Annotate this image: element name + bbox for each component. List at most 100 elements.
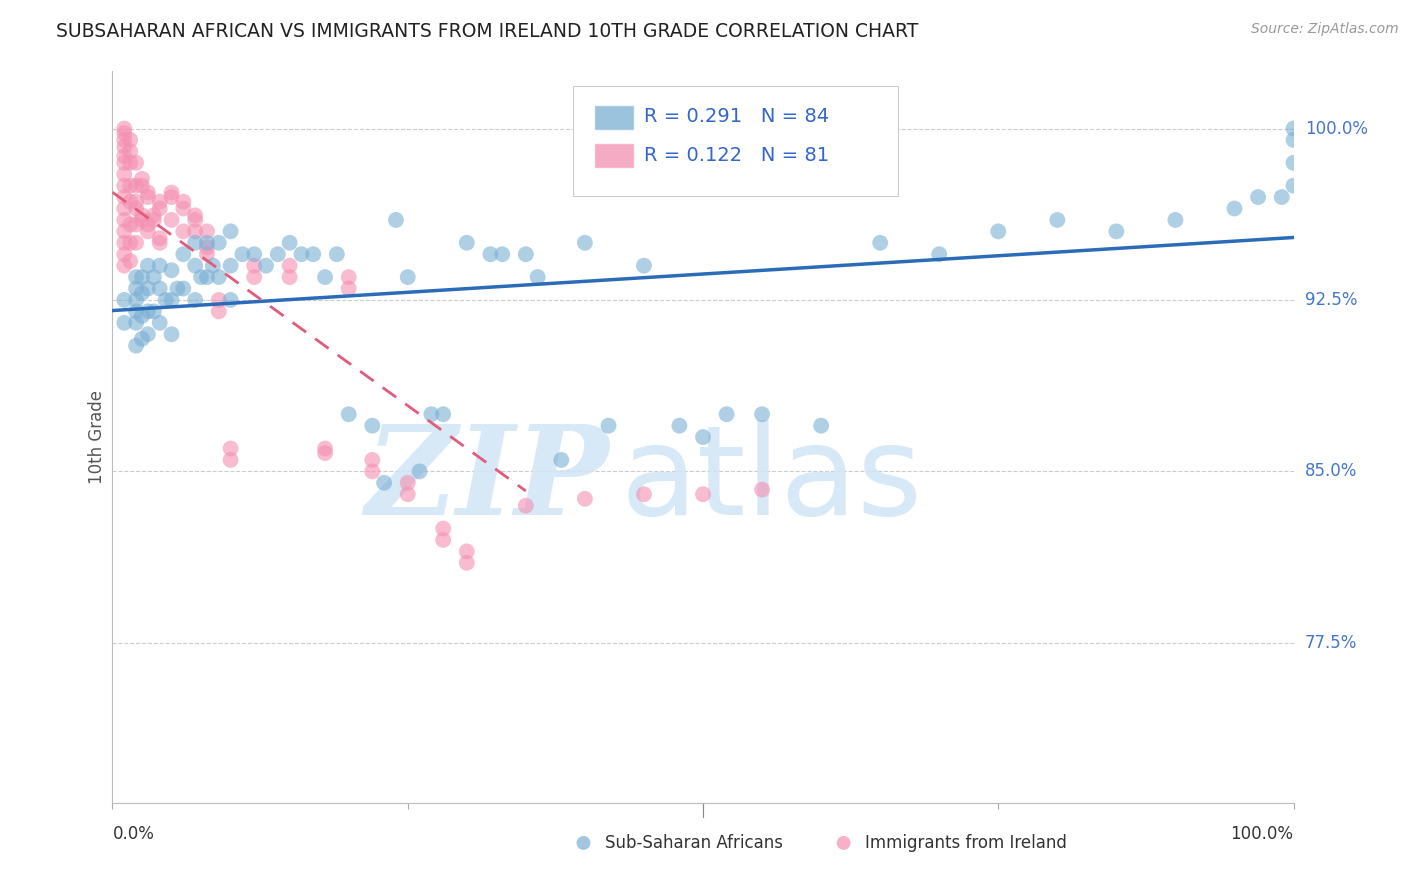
Point [136,190,159,204]
Point [125,304,148,318]
Point [515,247,537,261]
Point [195,235,218,250]
Point [928,247,950,261]
Point [125,218,148,232]
Point [136,218,159,232]
Point [136,327,159,342]
Point [254,259,277,273]
Text: R = 0.291   N = 84: R = 0.291 N = 84 [644,107,830,126]
Point [243,270,266,285]
Point [326,247,349,261]
Point [112,149,135,163]
Point [385,213,408,227]
Point [125,281,148,295]
Point [184,293,207,307]
Point [598,418,620,433]
Point [208,235,231,250]
FancyBboxPatch shape [595,105,634,130]
Point [1282,121,1305,136]
Point [184,213,207,227]
Point [1271,190,1294,204]
Point [172,224,194,238]
Point [432,521,454,535]
Point [574,491,596,506]
Point [149,235,172,250]
Point [142,304,165,318]
Text: 92.5%: 92.5% [1305,291,1357,309]
Y-axis label: 10th Grade: 10th Grade [87,390,105,484]
Point [131,270,153,285]
Point [515,499,537,513]
Point [142,213,165,227]
Point [160,190,183,204]
Point [201,259,224,273]
Point [131,213,153,227]
Text: 0.0%: 0.0% [112,825,155,843]
Point [668,418,690,433]
Point [112,202,135,216]
Point [120,155,142,169]
Point [290,247,312,261]
Point [208,293,231,307]
Point [184,259,207,273]
Point [125,194,148,209]
Point [574,235,596,250]
Point [751,407,773,421]
Point [869,235,891,250]
Point [149,231,172,245]
Text: R = 0.122   N = 81: R = 0.122 N = 81 [644,146,830,165]
Point [160,327,183,342]
Point [125,155,148,169]
Point [195,240,218,254]
Point [172,281,194,295]
Point [219,442,242,456]
Point [832,836,855,850]
Point [337,270,360,285]
Point [112,155,135,169]
Point [160,293,183,307]
Point [136,281,159,295]
Point [184,235,207,250]
Point [432,533,454,547]
Point [120,254,142,268]
Point [172,194,194,209]
Point [361,418,384,433]
FancyBboxPatch shape [595,143,634,168]
Point [692,430,714,444]
Point [337,281,360,295]
Point [550,453,572,467]
Point [131,332,153,346]
Point [131,208,153,222]
Point [184,224,207,238]
Point [633,259,655,273]
Point [120,218,142,232]
Point [120,235,142,250]
Point [120,145,142,159]
Point [112,213,135,227]
Point [243,247,266,261]
Point [142,208,165,222]
Point [1046,213,1069,227]
Text: atlas: atlas [620,420,922,541]
Text: 77.5%: 77.5% [1305,634,1357,652]
Point [278,235,301,250]
Text: Source: ZipAtlas.com: Source: ZipAtlas.com [1251,22,1399,37]
Point [172,247,194,261]
Point [1105,224,1128,238]
Point [1164,213,1187,227]
Point [432,407,454,421]
Point [155,293,177,307]
Point [456,544,478,558]
Point [716,407,738,421]
Point [125,293,148,307]
Point [278,259,301,273]
Point [149,259,172,273]
Point [112,293,135,307]
Point [112,140,135,154]
Point [302,247,325,261]
Point [692,487,714,501]
Point [219,224,242,238]
Point [243,259,266,273]
Point [120,133,142,147]
Point [112,167,135,181]
